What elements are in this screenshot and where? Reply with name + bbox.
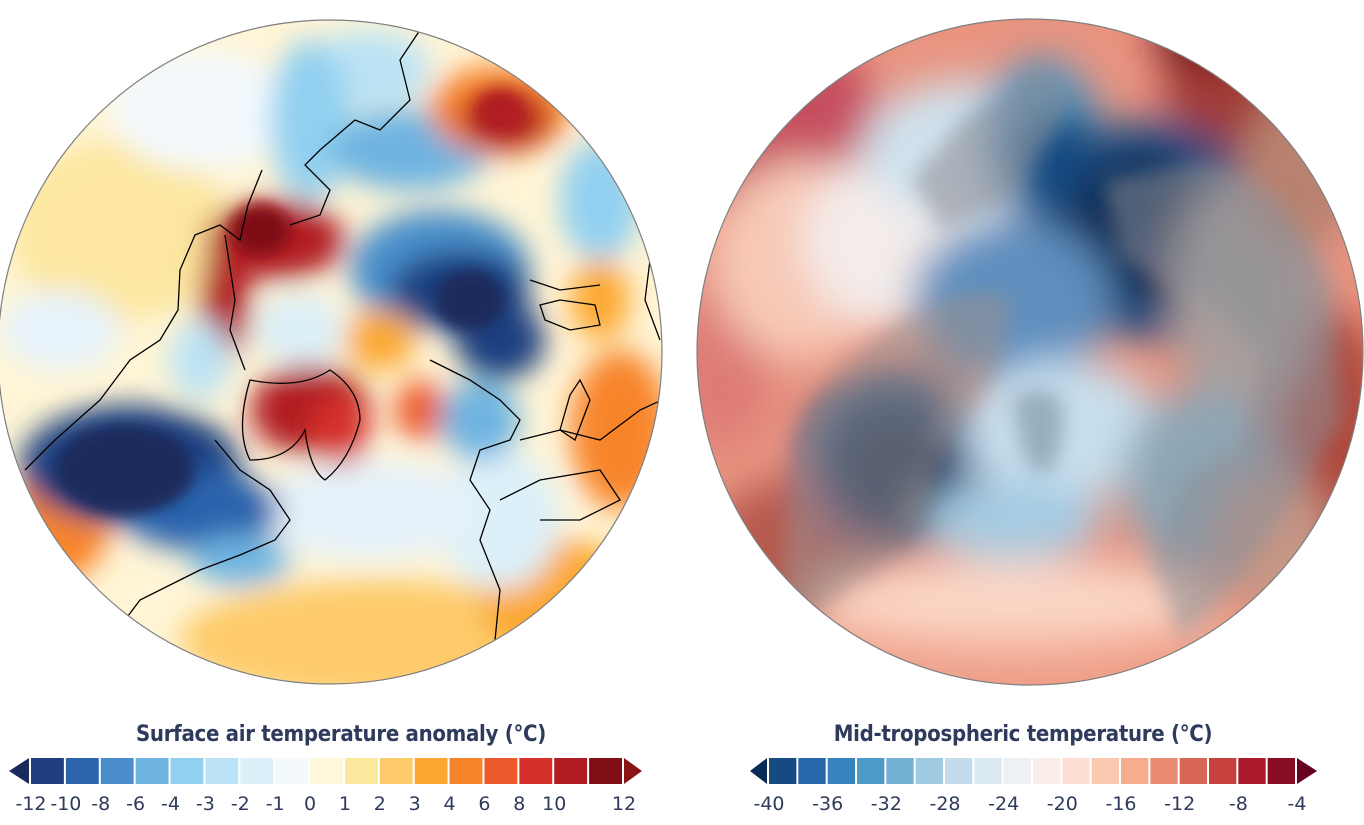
- colorbar-swatch: [798, 758, 826, 784]
- colorbar-swatch: [449, 758, 483, 784]
- map-boundary-circle: [696, 18, 1364, 686]
- colorbar-swatch: [65, 758, 99, 784]
- colorbar-tick-label: -1: [266, 793, 285, 815]
- colorbar-tick-label: 2: [374, 793, 386, 815]
- colorbar-tick-label: -2: [231, 793, 250, 815]
- colorbar-extend-high-arrow: [624, 758, 642, 784]
- colorbar-swatch: [135, 758, 169, 784]
- colorbar-tick-label: 12: [612, 793, 636, 815]
- colorbar-tick-label: -28: [929, 793, 960, 815]
- colorbar-swatch: [1062, 758, 1090, 784]
- midtrop-temperature-legend: Mid-tropospheric temperature (°C) -40 -36…: [682, 718, 1364, 825]
- colorbar-tick-label: -16: [1105, 793, 1136, 815]
- colorbar-swatch: [379, 758, 413, 784]
- colorbar-swatch: [1091, 758, 1119, 784]
- colorbar-swatch: [1179, 758, 1207, 784]
- colorbar-swatch: [1003, 758, 1031, 784]
- colorbar-tick-label: 4: [444, 793, 456, 815]
- colorbar-swatch: [589, 758, 622, 784]
- colorbar-swatch: [519, 758, 553, 784]
- midtrop-temperature-legend-title: Mid-tropospheric temperature (°C): [833, 722, 1213, 747]
- colorbar-swatch: [827, 758, 855, 784]
- colorbar-tick-label: -6: [126, 793, 145, 815]
- surface-anomaly-map: [0, 0, 682, 700]
- colorbar-swatch: [1267, 758, 1295, 784]
- midtrop-temperature-map-svg: [696, 18, 1364, 686]
- colorbar-tick-label: -4: [1288, 793, 1307, 815]
- colorbar-tick-label: -12: [15, 793, 46, 815]
- colorbar-swatch: [205, 758, 239, 784]
- colorbar-swatch: [170, 758, 204, 784]
- colorbar-swatch: [344, 758, 378, 784]
- land-shading: [784, 60, 1342, 640]
- surface-anomaly-map-svg: [0, 19, 663, 685]
- colorbar-tick-label: -4: [161, 793, 180, 815]
- colorbar-swatch: [857, 758, 885, 784]
- colorbar-tick-label: -40: [753, 793, 784, 815]
- colorbar-tick-label: -3: [196, 793, 215, 815]
- colorbar-extend-high-arrow: [1297, 758, 1317, 784]
- colorbar-swatch: [769, 758, 797, 784]
- surface-anomaly-field: [0, 20, 662, 684]
- colorbar-swatch: [100, 758, 134, 784]
- colorbar-swatch: [31, 758, 64, 784]
- colorbar-tick-label: -12: [1164, 793, 1195, 815]
- colorbar-tick-label: -20: [1047, 793, 1078, 815]
- colorbar-swatch: [484, 758, 518, 784]
- surface-anomaly-legend-title: Surface air temperature anomaly (°C): [135, 722, 547, 747]
- colorbar-tick-label: 6: [478, 793, 490, 815]
- colorbar-tick-label: -36: [812, 793, 843, 815]
- colorbar-swatch: [240, 758, 274, 784]
- colorbar-swatch: [974, 758, 1002, 784]
- colorbar-swatch: [945, 758, 973, 784]
- colorbar-swatch: [275, 758, 309, 784]
- colorbar-tick-label: 1: [339, 793, 351, 815]
- colorbar-tick-label: 0: [304, 793, 316, 815]
- colorbar-tick-label: -24: [988, 793, 1019, 815]
- surface-anomaly-legend: Surface air temperature anomaly (°C) -12…: [0, 718, 682, 825]
- colorbar-swatch: [886, 758, 914, 784]
- colorbar-tick-label: -8: [91, 793, 110, 815]
- colorbar-swatch: [1121, 758, 1149, 784]
- map-boundary-circle: [0, 19, 663, 685]
- colorbar-tick-label: -32: [871, 793, 902, 815]
- midtrop-temperature-map: [682, 0, 1364, 700]
- colorbar-extend-low-arrow: [9, 758, 29, 784]
- midtrop-temperature-field: [697, 19, 1363, 685]
- colorbar-swatch: [915, 758, 943, 784]
- colorbar-extend-low-arrow: [750, 758, 767, 784]
- colorbar-tick-label: -8: [1229, 793, 1248, 815]
- colorbar-swatch: [1033, 758, 1061, 784]
- colorbar-swatch: [414, 758, 448, 784]
- colorbar-swatch: [1150, 758, 1178, 784]
- midtrop-temperature-colorbar: -40 -36 -32 -28 -24 -20 -16 -12 -8 -4: [750, 758, 1317, 815]
- colorbar-swatch: [1209, 758, 1237, 784]
- colorbar-tick-label: 8: [513, 793, 525, 815]
- colorbar-swatch: [310, 758, 343, 784]
- colorbar-swatch: [554, 758, 588, 784]
- colorbar-tick-label: -10: [50, 793, 81, 815]
- colorbar-tick-label: 10: [542, 793, 566, 815]
- surface-anomaly-colorbar: -12 -10 -8 -6 -4 -3 -2 -1 0 1 2 3 4 6 8 10 12: [9, 758, 642, 815]
- colorbar-tick-label: 3: [409, 793, 421, 815]
- colorbar-swatch: [1238, 758, 1266, 784]
